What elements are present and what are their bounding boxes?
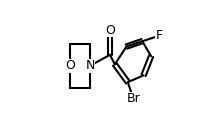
Text: Br: Br <box>126 92 140 105</box>
Text: N: N <box>85 59 95 72</box>
Text: F: F <box>156 29 163 42</box>
Text: O: O <box>65 59 75 72</box>
Text: O: O <box>105 24 115 37</box>
